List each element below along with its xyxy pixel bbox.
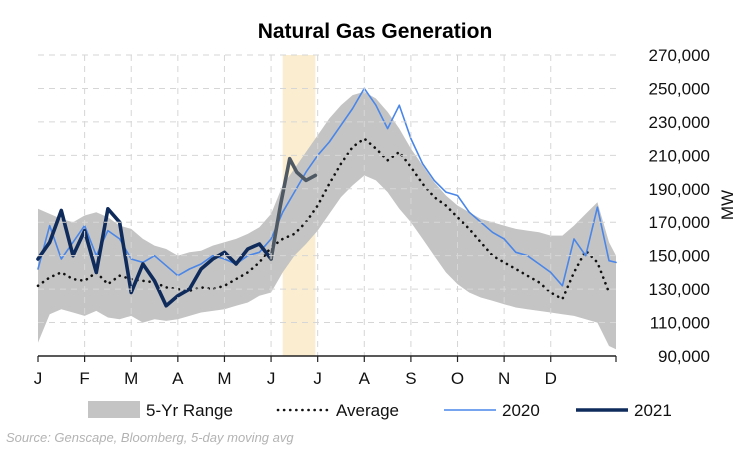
series-line-2020 <box>37 87 617 287</box>
legend-label-average: Average <box>336 401 399 420</box>
x-tick-label: O <box>451 369 464 388</box>
plot-area <box>36 55 617 356</box>
x-tick-label: F <box>79 369 89 388</box>
axes: J F M A M J J A S O N D 90,000 110,000 130,000 150,000 1… <box>34 46 710 388</box>
legend-swatch-5yr-range <box>88 401 140 418</box>
y-tick-label: 150,000 <box>649 247 710 266</box>
y-tick-label: 130,000 <box>649 280 710 299</box>
grid-lines <box>38 54 616 356</box>
y-tick-label: 170,000 <box>649 213 710 232</box>
x-tick-label: D <box>545 369 557 388</box>
legend-label-2021: 2021 <box>634 401 672 420</box>
y-tick-label: 250,000 <box>649 79 710 98</box>
x-tick-label: M <box>217 369 231 388</box>
series-line-2021 <box>36 207 273 308</box>
y-tick-label: 230,000 <box>649 113 710 132</box>
legend-label-2020: 2020 <box>502 401 540 420</box>
x-tick-label: J <box>34 369 43 388</box>
x-tick-label: N <box>498 369 510 388</box>
x-tick-label: M <box>124 369 138 388</box>
series-5yr-range-band <box>38 91 616 350</box>
y-tick-label: 110,000 <box>650 314 710 333</box>
x-tick-label: J <box>267 369 276 388</box>
legend: 5-Yr Range Average 2020 2021 <box>88 401 672 420</box>
x-tick-label: J <box>313 369 322 388</box>
source-note: Source: Genscape, Bloomberg, 5-day movin… <box>6 430 294 445</box>
chart-title: Natural Gas Generation <box>258 20 493 43</box>
y-tick-label: 190,000 <box>649 180 710 199</box>
x-tick-label: S <box>405 369 416 388</box>
y-tick-label: 90,000 <box>658 347 710 366</box>
x-tick-label: A <box>172 369 184 388</box>
series-line-2021-recent <box>269 156 318 261</box>
y-tick-label: 210,000 <box>649 146 710 165</box>
y-axis-label: MW <box>718 190 737 220</box>
x-tick-label: A <box>359 369 371 388</box>
y-tick-label: 270,000 <box>649 46 710 65</box>
legend-label-5yr-range: 5-Yr Range <box>146 401 233 420</box>
series-line-average <box>36 137 611 301</box>
